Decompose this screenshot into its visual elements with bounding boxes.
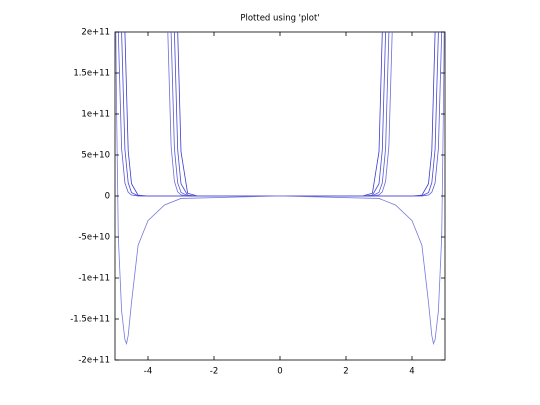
y-tick-label: 0 <box>105 192 110 202</box>
y-tick-label: -5e+10 <box>78 233 110 243</box>
y-tick-label: 5e+10 <box>81 151 110 161</box>
y-tick-label: -1.5e+11 <box>70 315 110 325</box>
x-tick-label: 0 <box>277 367 282 377</box>
y-tick-label: -1e+11 <box>78 274 110 284</box>
chart-title: Plotted using 'plot' <box>240 14 319 24</box>
y-tick-label: 2e+11 <box>81 28 110 38</box>
curves <box>115 32 445 345</box>
y-tick-label: 1.5e+11 <box>73 69 110 79</box>
x-tick-label: 2 <box>343 367 348 377</box>
series-line <box>115 32 445 345</box>
y-tick-label: -2e+11 <box>78 356 110 366</box>
x-tick-label: 4 <box>409 367 414 377</box>
x-tick-label: -2 <box>210 367 218 377</box>
y-tick-label: 1e+11 <box>81 110 110 120</box>
x-tick-label: -4 <box>144 367 152 377</box>
